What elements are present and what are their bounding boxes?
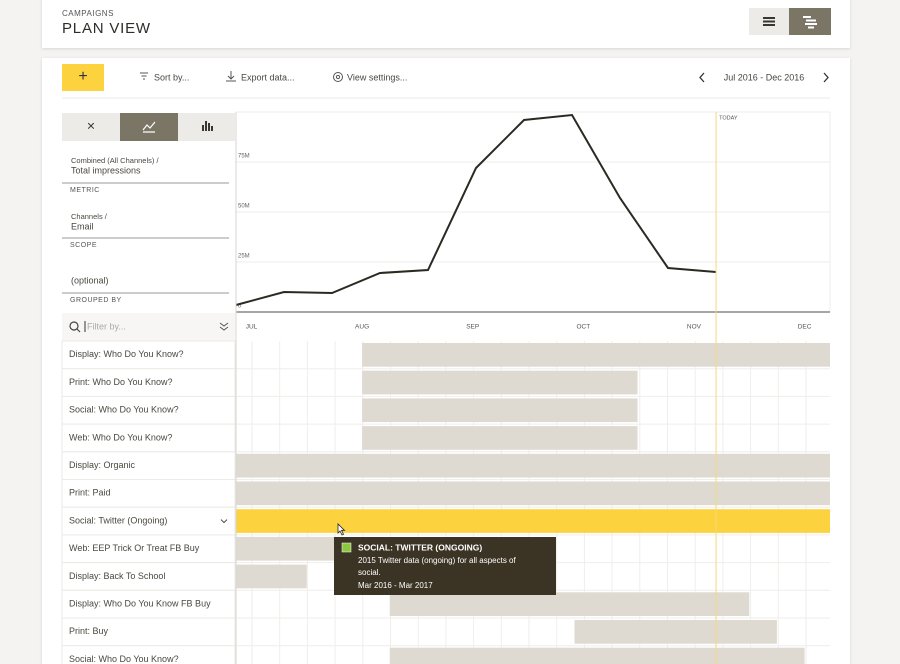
tooltip-swatch: [341, 542, 352, 553]
y-tick-label: 25M: [238, 254, 250, 260]
tooltip-text: social.: [358, 568, 381, 577]
metric-label: METRIC: [70, 187, 100, 194]
close-icon: ×: [87, 118, 95, 134]
gantt-bar: [362, 370, 638, 395]
scope-path: Channels /: [71, 212, 108, 221]
line-icon: [142, 121, 156, 133]
prev-range[interactable]: [699, 72, 705, 83]
tooltip-text: 2015 Twitter data (ongoing) for all aspe…: [358, 556, 517, 565]
gantt-bar: [389, 647, 805, 664]
settings-icon: [333, 72, 343, 82]
add-button[interactable]: [62, 64, 104, 91]
export-button[interactable]: Export data...: [241, 72, 295, 82]
tooltip: [334, 537, 556, 595]
grouped-label: GROUPED BY: [70, 297, 122, 304]
y-tick-label: 75M: [238, 154, 250, 160]
row-label-cell: [61, 395, 236, 425]
header-card: [42, 0, 850, 48]
row-label: Web: Who Do You Know?: [69, 432, 172, 442]
month-label: JUL: [246, 324, 258, 331]
cursor: [337, 523, 346, 536]
row-label-cell: [61, 617, 236, 647]
row-label: Print: Paid: [69, 488, 111, 498]
tooltip-dates: Mar 2016 - Mar 2017: [358, 581, 433, 590]
row-label: Social: Who Do You Know?: [69, 654, 179, 664]
filter-placeholder[interactable]: Filter by...: [87, 321, 126, 331]
row-label-cell: [61, 340, 236, 370]
next-range[interactable]: [823, 72, 829, 83]
row-label-cell: [61, 562, 236, 591]
gantt-bar: [362, 398, 638, 423]
section-label: CAMPAIGNS: [62, 9, 114, 18]
gantt-bar: [236, 481, 830, 506]
month-label: AUG: [355, 324, 369, 331]
row-label-cell: [61, 479, 236, 508]
today-label: TODAY: [719, 115, 738, 121]
row-label-cell: [61, 423, 236, 453]
settings-button[interactable]: View settings...: [347, 72, 407, 82]
search-icon: [69, 321, 81, 333]
collapse-icon[interactable]: [219, 322, 229, 331]
gantt-bar: [236, 536, 352, 561]
y-tick-label: 0: [238, 304, 242, 310]
filter-box[interactable]: [62, 313, 235, 341]
metric-value[interactable]: Total impressions: [71, 165, 141, 175]
row-label: Web: EEP Trick Or Treat FB Buy: [69, 543, 200, 553]
row-label: Social: Who Do You Know?: [69, 405, 179, 415]
y-tick-label: 50M: [238, 204, 250, 210]
row-label: Display: Who Do You Know FB Buy: [69, 599, 211, 609]
row-label-cell: [61, 589, 236, 619]
page-title: PLAN VIEW: [62, 20, 151, 37]
scope-value[interactable]: Email: [71, 221, 94, 231]
export-icon: [226, 71, 236, 82]
row-label-cell: [61, 451, 236, 480]
row-label: Display: Who Do You Know?: [69, 349, 184, 359]
row-label-cell: [61, 645, 236, 664]
gantt-bar: [362, 426, 638, 450]
dynamic: 0 25M 50M 75M JUL AUG SEP OCT NOV DEC Display: Who…: [61, 111, 831, 664]
row-label: Display: Organic: [69, 460, 136, 470]
line-series: [235, 113, 717, 306]
add-icon: +: [78, 68, 87, 85]
gantt-icon: [803, 16, 817, 29]
sort-button[interactable]: Sort by...: [154, 72, 189, 82]
close-tab[interactable]: [62, 113, 120, 141]
row-label: Print: Buy: [69, 626, 109, 636]
month-label: NOV: [687, 324, 702, 331]
gantt-bar: [236, 509, 830, 533]
metric-path: Combined (All Channels) /: [71, 156, 159, 165]
gantt-bar: [389, 592, 750, 616]
date-range: Jul 2016 - Dec 2016: [724, 72, 805, 82]
gantt-bar: [236, 453, 830, 478]
gantt-bar: [236, 564, 307, 589]
scope-label: SCOPE: [70, 242, 97, 249]
bar-icon: [202, 121, 213, 131]
row-label: Display: Back To School: [69, 571, 165, 581]
row-label: Print: Who Do You Know?: [69, 377, 173, 387]
tooltip-title: SOCIAL: TWITTER (ONGOING): [358, 542, 482, 552]
month-label: OCT: [576, 324, 590, 331]
month-label: SEP: [466, 324, 479, 331]
gantt-bar: [362, 343, 830, 367]
table-icon: [763, 17, 775, 26]
gantt-bar: [574, 620, 777, 644]
row-expand: [220, 519, 228, 524]
row-label-cell: [61, 368, 236, 397]
grouped-value[interactable]: (optional): [71, 275, 109, 285]
month-label: DEC: [798, 324, 812, 331]
sort-icon: [140, 72, 148, 80]
row-label: Social: Twitter (Ongoing): [69, 515, 167, 525]
row-label-cell: [61, 506, 236, 536]
